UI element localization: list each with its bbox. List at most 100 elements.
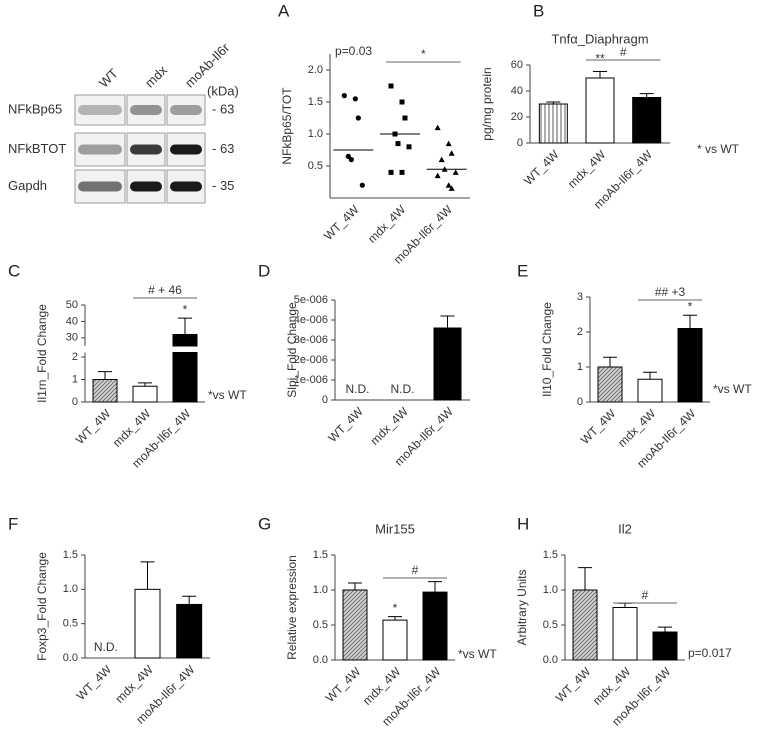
error-bar <box>683 314 697 329</box>
bar <box>637 378 663 403</box>
annotation: ** <box>595 52 605 66</box>
y-tick-label: 0 <box>322 394 328 406</box>
panel-label: A <box>278 1 290 20</box>
y-axis-label: pg/mg protein <box>480 67 494 140</box>
y-axis-label: Il1rn_Fold Change <box>35 304 49 403</box>
chart-title: Tnfα_Diaphragm <box>551 31 648 46</box>
y-tick-label: 60 <box>511 59 523 71</box>
y-tick-label: 0.0 <box>63 652 78 664</box>
y-tick-label: 1.5 <box>543 549 558 561</box>
y-tick-label: 1.0 <box>63 583 78 595</box>
y-tick-label: 2 <box>72 351 78 363</box>
error-bar <box>658 626 672 632</box>
y-tick-label: 40 <box>511 85 523 97</box>
panel-label: F <box>8 514 18 533</box>
y-tick-label: 3 <box>577 291 583 303</box>
x-tick-label: WT_4W <box>73 406 114 447</box>
y-tick-label: 1.0 <box>313 584 328 596</box>
blot-band <box>78 144 122 155</box>
point <box>434 124 441 131</box>
bar <box>172 334 198 347</box>
annotation: # + 46 <box>148 283 182 297</box>
panel-label: H <box>517 514 529 533</box>
point <box>438 156 445 163</box>
y-tick-label: 0.5 <box>313 619 328 631</box>
error-bar <box>348 582 362 590</box>
y-tick-label: 4e-006 <box>294 314 328 326</box>
blot-band <box>170 105 202 115</box>
row-label: Gapdh <box>8 178 47 193</box>
point <box>395 141 401 147</box>
y-tick-label: 0.5 <box>63 618 78 630</box>
point <box>448 185 455 191</box>
error-bar <box>98 371 112 380</box>
y-tick-label: 0 <box>577 396 583 408</box>
y-tick-label: 1.5 <box>63 549 78 561</box>
x-tick-label: WT_4W <box>74 662 115 703</box>
value-label: N.D. <box>346 382 370 396</box>
row-label: NFkBp65 <box>8 101 62 116</box>
value-label: N.D. <box>391 382 415 396</box>
y-tick-label: 2e-006 <box>294 354 328 366</box>
point <box>434 172 441 179</box>
bar <box>172 352 198 403</box>
panel-label: D <box>258 261 270 280</box>
y-axis-label: Il10_Fold Change <box>540 302 554 397</box>
y-tick-label: 1.0 <box>543 584 558 596</box>
annotation: * <box>183 302 188 316</box>
blot-band <box>170 144 202 155</box>
y-tick-label: 0.0 <box>543 654 558 666</box>
size-label: - 63 <box>212 141 234 156</box>
y-tick-label: 1.0 <box>308 128 323 140</box>
bar <box>422 591 448 661</box>
error-bar <box>440 315 455 328</box>
error-bar <box>140 561 155 590</box>
x-tick-label: WT_4W <box>521 147 562 188</box>
y-tick-label: 0.5 <box>308 160 323 172</box>
point <box>445 140 452 147</box>
error-bar <box>388 616 402 621</box>
annotation: *vs WT <box>208 388 247 402</box>
bar <box>433 327 462 401</box>
annotation: # <box>642 588 649 602</box>
bar <box>677 328 703 403</box>
bar <box>632 97 662 144</box>
x-tick-label: WT_4W <box>321 202 362 243</box>
annotation: *vs WT <box>713 382 752 396</box>
x-tick-label: WT_4W <box>325 404 366 445</box>
y-tick-label: 1.5 <box>308 96 323 108</box>
y-axis-label: Slpi_Fold Change <box>285 302 299 398</box>
x-tick-label: WT_4W <box>578 406 619 447</box>
point <box>399 169 405 175</box>
error-bar <box>618 602 632 608</box>
y-tick-label: 1e-006 <box>294 374 328 386</box>
y-tick-label: 0 <box>72 396 78 408</box>
blot-band <box>130 144 162 155</box>
x-tick-label: mdx_4W <box>367 404 411 448</box>
error-bar <box>182 595 197 605</box>
error-bar <box>593 71 607 78</box>
y-tick-label: 2.0 <box>308 64 323 76</box>
point <box>448 150 455 156</box>
bar <box>585 77 615 144</box>
y-tick-label: 1 <box>577 361 583 373</box>
bar <box>652 631 678 661</box>
annotation: * vs WT <box>697 142 740 156</box>
point <box>355 115 361 121</box>
x-tick-label: mdx_4W <box>365 202 409 246</box>
lane-label: mdx <box>142 62 170 90</box>
x-tick-label: WT_4W <box>323 664 364 705</box>
blot-band <box>170 181 202 192</box>
annotation: *vs WT <box>458 647 497 661</box>
chart-title: Il2 <box>618 521 632 536</box>
panel-label: G <box>258 514 271 533</box>
blot-band <box>130 105 162 115</box>
point <box>388 169 394 175</box>
y-tick-label: 20 <box>511 111 523 123</box>
annotation: * <box>393 601 398 615</box>
point <box>341 93 347 99</box>
y-tick-label: 50 <box>66 299 78 311</box>
y-tick-label: 0 <box>517 137 523 149</box>
y-tick-label: 3e-006 <box>294 334 328 346</box>
